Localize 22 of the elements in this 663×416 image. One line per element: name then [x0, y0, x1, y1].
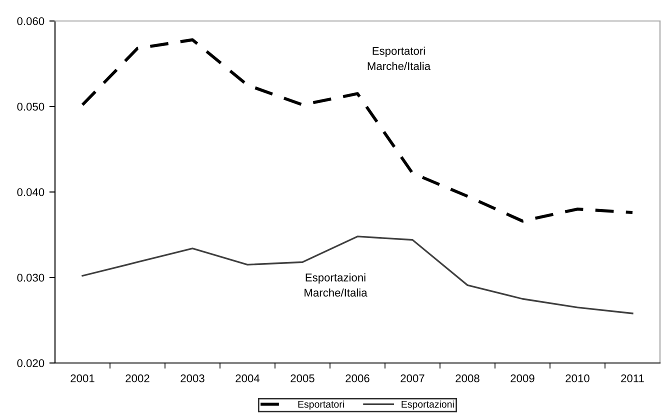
y-tick-label: 0.060	[17, 17, 44, 26]
x-tick-label: 2008	[456, 374, 480, 382]
x-tick-label: 2005	[290, 374, 314, 382]
y-tick-label: 0.040	[17, 188, 44, 196]
annotation: Esportazioni Marche/Italia	[304, 273, 368, 297]
x-tick-label: 2011	[621, 374, 644, 382]
legend-label: Esportazioni	[402, 400, 454, 410]
line-series	[82, 236, 634, 314]
x-tick-label: 2002	[126, 374, 150, 382]
y-tick-label: 0.050	[17, 102, 44, 111]
line-series	[80, 38, 634, 223]
y-tick-label: 0.030	[17, 274, 44, 282]
legend-label: Esportatori	[298, 400, 344, 410]
x-tick-label: 2006	[346, 374, 370, 382]
y-tick-label: 0.020	[17, 359, 44, 368]
x-tick-label: 2009	[510, 374, 534, 382]
annotation: Esportatori Marche/Italia	[368, 46, 431, 70]
x-tick-label: 2007	[400, 374, 424, 382]
x-tick-label: 2003	[180, 374, 204, 382]
x-tick-label: 2010	[566, 374, 590, 382]
x-tick-label: 2001	[70, 374, 94, 382]
x-tick-label: 2004	[236, 374, 260, 382]
